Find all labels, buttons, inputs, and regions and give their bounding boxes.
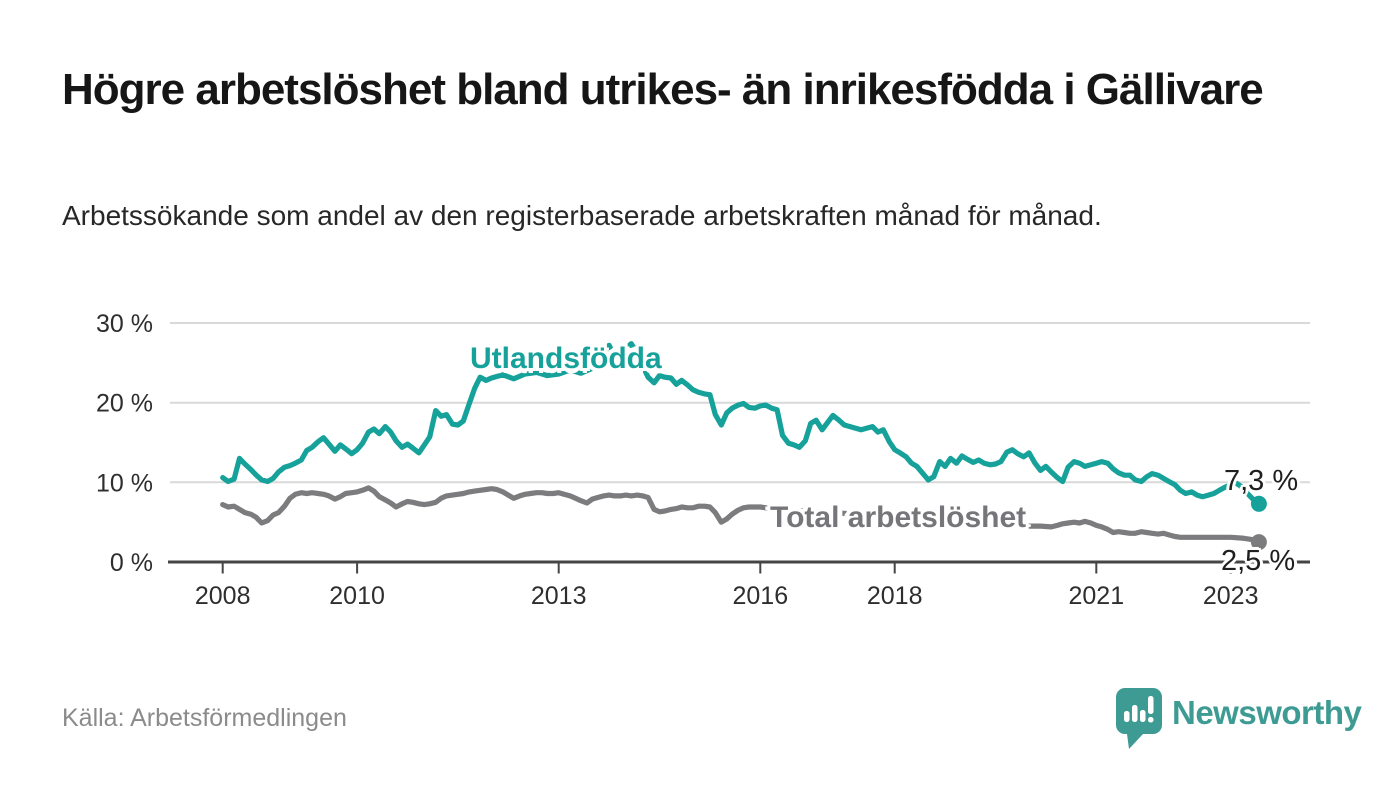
end-value-label-total: 2,5 % [1221, 545, 1296, 577]
end-value-label-utlandsfodda: 7,3 % [1224, 465, 1299, 497]
x-tick-label-2013: 2013 [531, 582, 587, 610]
page-title: Högre arbetslöshet bland utrikes- än inr… [62, 65, 1264, 114]
series-end-dot-utlandsfodda [1250, 495, 1267, 512]
x-tick-label-2010: 2010 [329, 582, 385, 610]
series-label-utlandsfodda: Utlandsfödda [470, 342, 662, 375]
x-tick-label-2008: 2008 [195, 582, 251, 610]
series-end-dot-total [1250, 534, 1267, 551]
y-tick-label-20: 20 % [96, 390, 153, 418]
source-note: Källa: Arbetsförmedlingen [62, 704, 347, 732]
x-tick-label-2018: 2018 [867, 582, 923, 610]
chart-subtitle: Arbetssökande som andel av den registerb… [62, 200, 1102, 231]
y-tick-label-10: 10 % [96, 469, 153, 497]
series-label-total-arbetsloshet: Total arbetslöshet [770, 501, 1027, 534]
x-tick-label-2016: 2016 [732, 582, 788, 610]
x-tick-label-2021: 2021 [1068, 582, 1124, 610]
newsworthy-logo: Newsworthy [1115, 687, 1362, 750]
newsworthy-logo-icon [1116, 688, 1162, 749]
y-tick-label-0: 0 % [110, 549, 153, 577]
series-line-utlandsfodda [220, 341, 1262, 507]
series-line-total [220, 485, 1262, 545]
y-tick-label-30: 30 % [96, 310, 153, 338]
newsworthy-logo-text: Newsworthy [1172, 694, 1362, 731]
x-tick-label-2023: 2023 [1203, 582, 1259, 610]
